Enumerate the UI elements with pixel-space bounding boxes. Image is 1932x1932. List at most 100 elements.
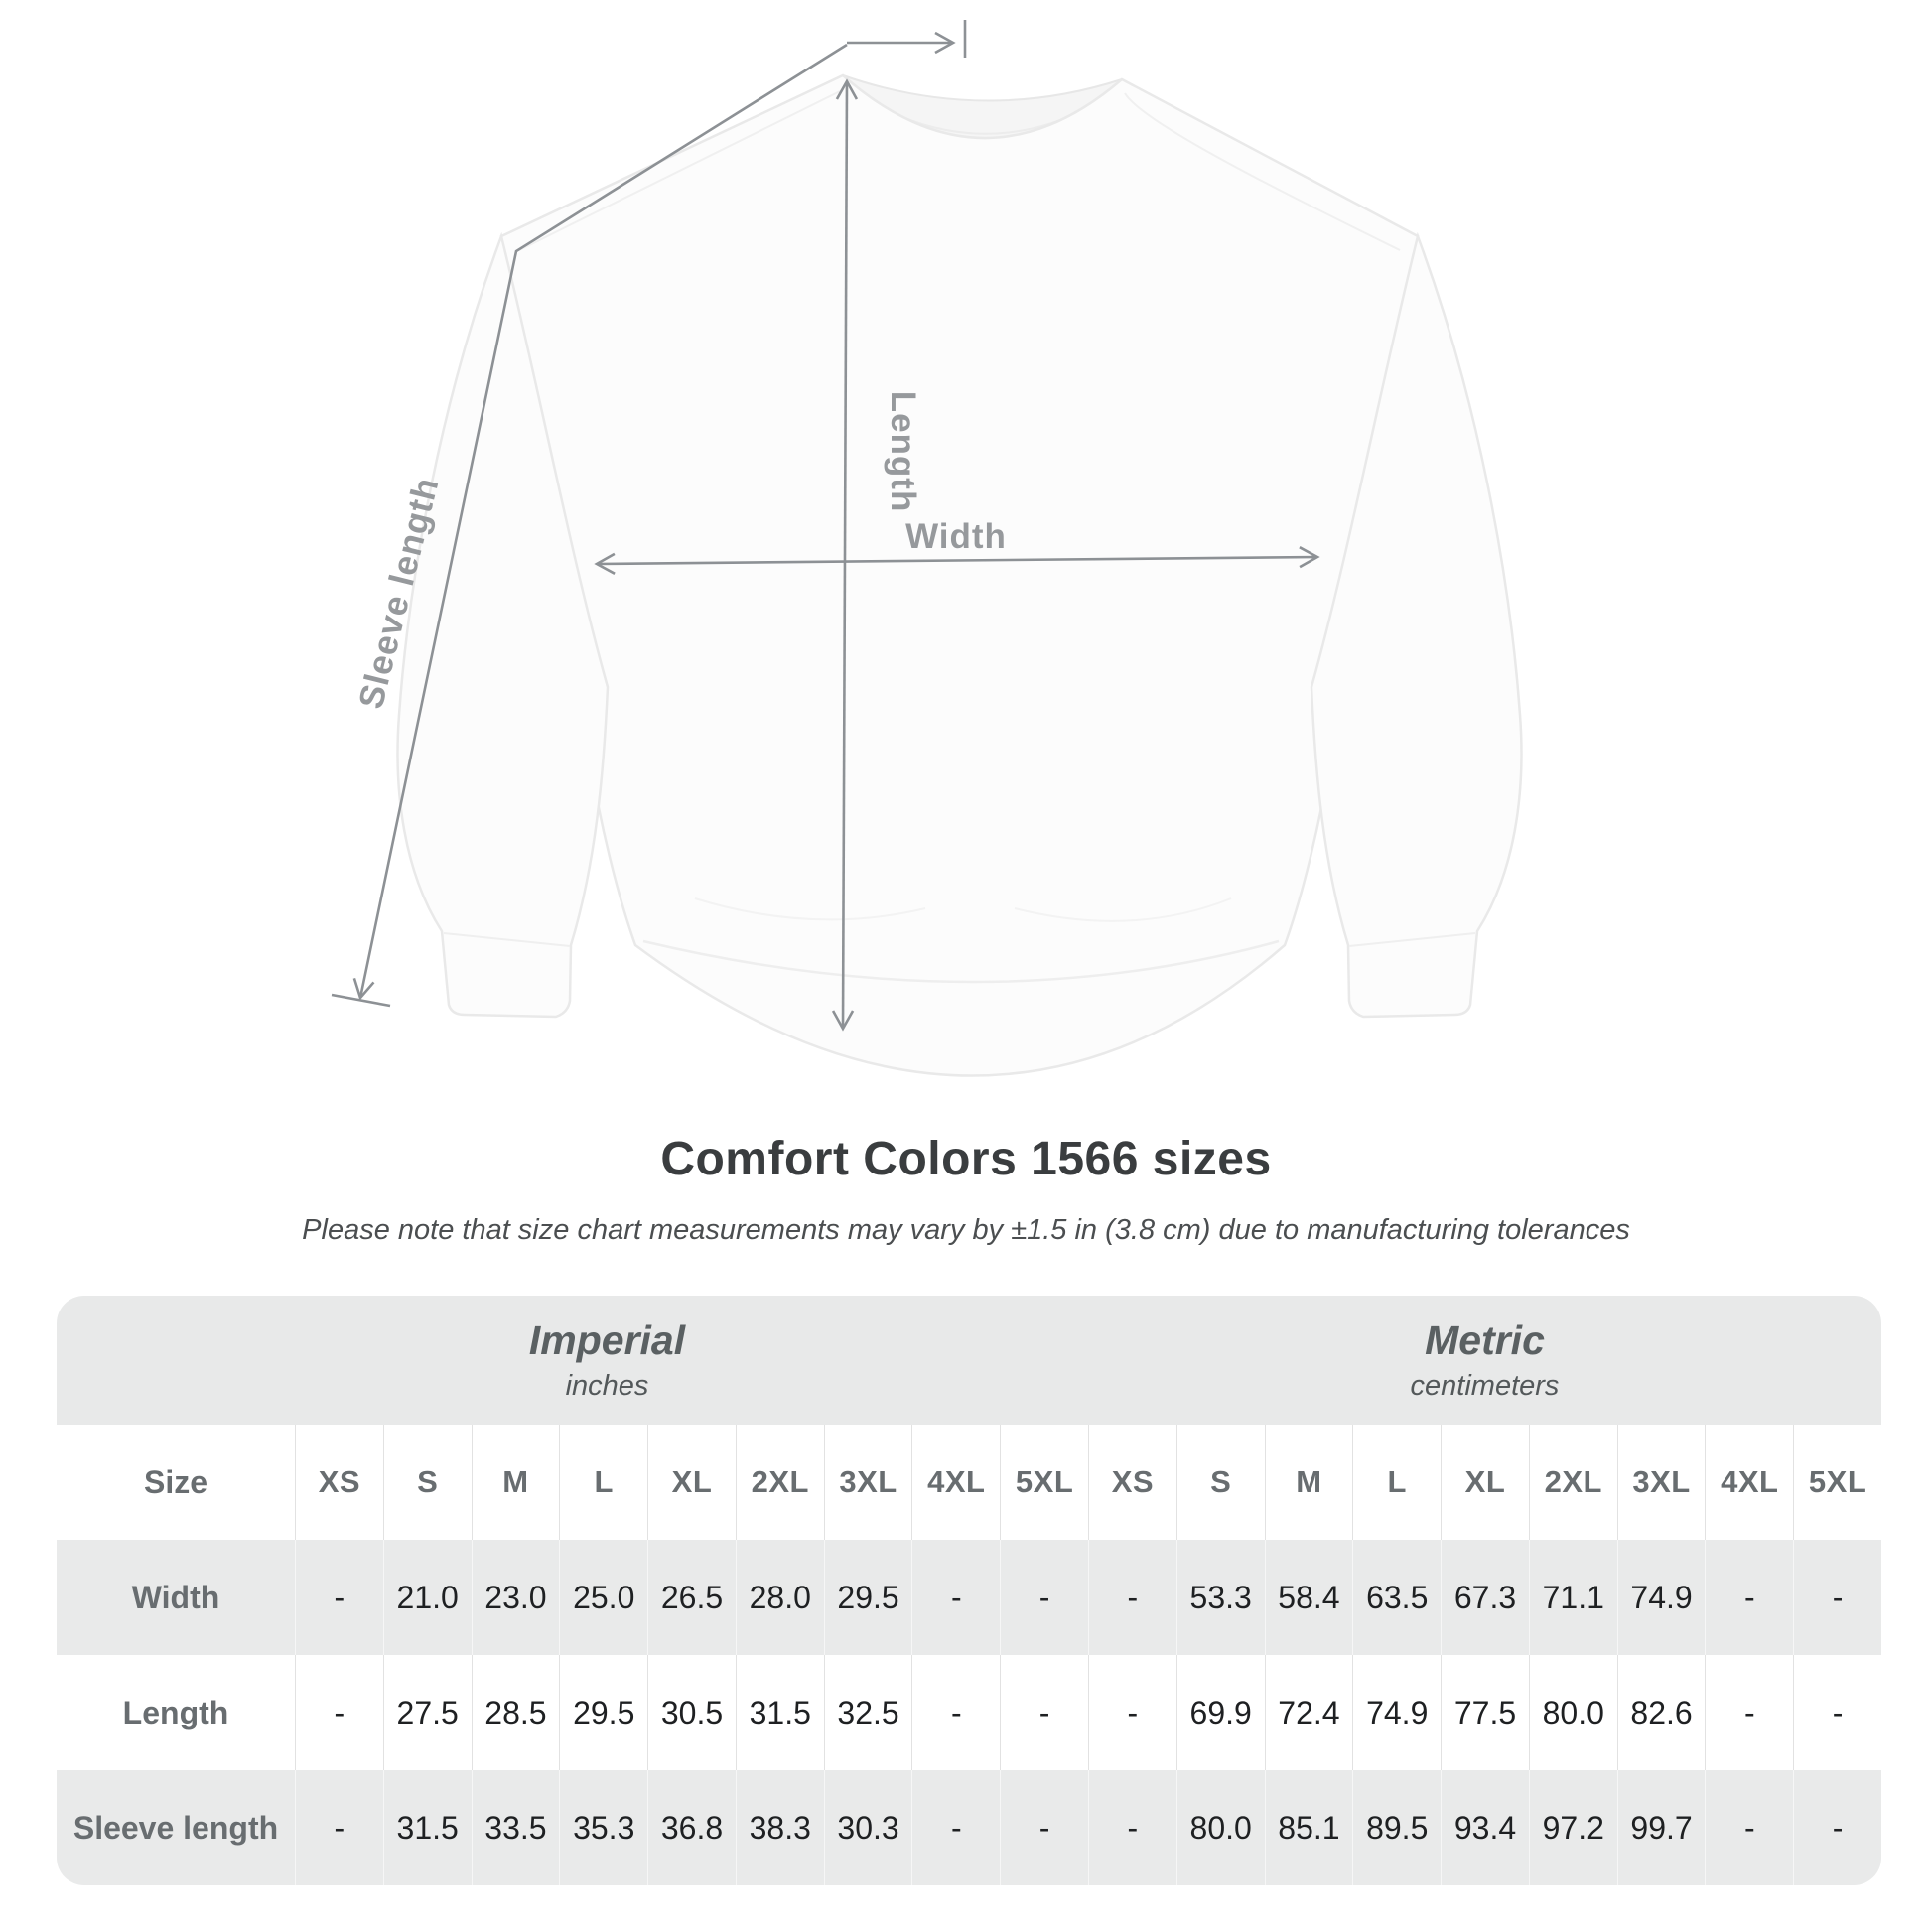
size-col-header: 2XL [1528,1425,1617,1540]
measurement-cell: - [1088,1540,1176,1655]
measurement-cell: 35.3 [559,1770,647,1885]
measurement-cell: - [1705,1540,1793,1655]
size-col-header: XS [295,1425,383,1540]
measurement-cell: 53.3 [1175,1540,1265,1655]
size-grid: Size XS S M L XL 2XL 3XL 4XL 5XL XS S M L XL 2XL 3XL 4XL 5… [57,1425,1881,1885]
imperial-header-group: Imperial inches [57,1296,1088,1425]
measurement-cell: 23.0 [471,1540,560,1655]
size-col-header: M [471,1425,560,1540]
size-col-header: 5XL [1793,1425,1881,1540]
size-col-header: 3XL [823,1425,912,1540]
measurement-cell: 36.8 [647,1770,736,1885]
measurement-cell: - [295,1540,383,1655]
measurement-cell: 30.3 [823,1770,912,1885]
measurement-cell: 74.9 [1352,1655,1441,1770]
right-sleeve [1310,231,1523,1019]
measurement-cell: 82.6 [1616,1655,1706,1770]
measurement-cell: - [1000,1655,1088,1770]
measurement-cell: 29.5 [559,1655,647,1770]
measurement-cell: 74.9 [1616,1540,1706,1655]
measurement-cell: - [295,1770,383,1885]
measurement-cell: - [1088,1770,1176,1885]
page-title: Comfort Colors 1566 sizes [660,1133,1272,1185]
measurement-cell: 99.7 [1616,1770,1706,1885]
metric-unit: centimeters [1410,1370,1560,1402]
measurement-cell: 89.5 [1352,1770,1441,1885]
size-col-header: 4XL [911,1425,1000,1540]
measurement-cell: - [911,1655,1000,1770]
measurement-cell: 28.0 [735,1540,824,1655]
left-sleeve [396,231,610,1019]
measurement-cell: 63.5 [1352,1540,1441,1655]
measurement-cell: 33.5 [471,1770,560,1885]
measurement-cell: - [1088,1655,1176,1770]
imperial-unit: inches [565,1370,649,1402]
measurement-cell: - [911,1770,1000,1885]
sleeve-length-line [352,43,848,1001]
size-col-header: XL [647,1425,736,1540]
measurement-cell: 69.9 [1175,1655,1265,1770]
width-line [594,546,1320,575]
measurement-cell: - [911,1540,1000,1655]
measurement-cell: 77.5 [1441,1655,1529,1770]
measurement-cell: - [1793,1770,1881,1885]
body-panel [499,73,1420,1077]
measurement-cell: 85.1 [1264,1770,1353,1885]
measurement-cell: - [1705,1655,1793,1770]
size-col-header: 5XL [1000,1425,1088,1540]
measurement-cell: 67.3 [1441,1540,1529,1655]
table-row: Length -27.5 28.5 29.5 30.5 31.5 32.5- - -69.9 72… [57,1655,1881,1770]
measurement-cell: 93.4 [1441,1770,1529,1885]
title-block: Comfort Colors 1566 sizes Please note th… [0,1132,1932,1247]
sleeve-cuff-tick [331,993,391,1008]
size-column-header: Size [143,1463,208,1500]
table-row: Width -21.0 23.0 25.0 26.5 28.0 29.5- - -53.3 58.… [57,1540,1881,1655]
measurement-cell: 27.5 [382,1655,472,1770]
measurement-cell: 28.5 [471,1655,560,1770]
row-label: Length [122,1694,229,1730]
sweatshirt-diagram: Length Width Sleeve length [331,20,1523,1077]
width-label: Width [905,517,1007,556]
measurement-cell: 32.5 [823,1655,912,1770]
size-col-header: 3XL [1616,1425,1706,1540]
size-col-header: 2XL [735,1425,824,1540]
measurement-cell: 30.5 [647,1655,736,1770]
imperial-title: Imperial [528,1317,686,1363]
size-col-header: L [1352,1425,1441,1540]
row-label: Sleeve length [72,1809,279,1846]
measurement-cell: - [1705,1770,1793,1885]
measurement-lines [331,20,1320,1032]
size-col-header: M [1264,1425,1353,1540]
measurement-cell: - [1000,1540,1088,1655]
size-col-header: XS [1088,1425,1176,1540]
measurement-cell: 97.2 [1528,1770,1617,1885]
unit-header-band: Imperial inches Metric centimeters [57,1296,1881,1425]
measurement-cell: 80.0 [1175,1770,1265,1885]
sweatshirt-illustration [396,73,1523,1077]
measurement-cell: - [1793,1540,1881,1655]
length-label: Length [884,391,922,513]
metric-title: Metric [1425,1317,1545,1363]
size-col-header: S [382,1425,472,1540]
measurement-cell: 80.0 [1528,1655,1617,1770]
measurement-cell: - [295,1655,383,1770]
size-col-header: S [1175,1425,1265,1540]
measurement-cell: 29.5 [823,1540,912,1655]
measurement-cell: 71.1 [1528,1540,1617,1655]
measurement-cell: 38.3 [735,1770,824,1885]
table-row: Sleeve length -31.5 33.5 35.3 36.8 38.3 30.3- -… [57,1770,1881,1885]
measurement-cell: 31.5 [735,1655,824,1770]
size-col-header: L [559,1425,647,1540]
measurement-cell: - [1000,1770,1088,1885]
tolerance-note: Please note that size chart measurements… [302,1214,1630,1246]
measurement-cell: 31.5 [382,1770,472,1885]
measurement-cell: 26.5 [647,1540,736,1655]
size-col-header: XL [1441,1425,1529,1540]
row-label: Width [131,1579,220,1615]
size-header-row: Size XS S M L XL 2XL 3XL 4XL 5XL XS S M L XL 2XL 3XL 4XL 5… [57,1425,1881,1540]
measurement-cell: 21.0 [382,1540,472,1655]
size-col-header: 4XL [1705,1425,1793,1540]
measurement-cell: - [1793,1655,1881,1770]
measurement-cell: 25.0 [559,1540,647,1655]
measurement-cell: 72.4 [1264,1655,1353,1770]
